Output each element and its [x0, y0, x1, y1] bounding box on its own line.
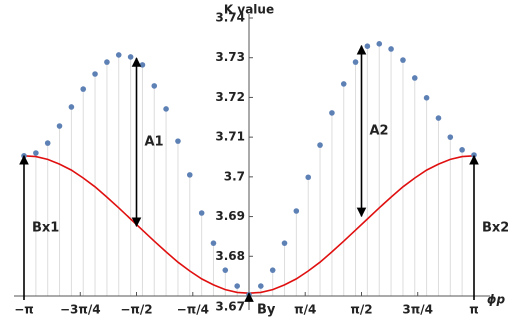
y-tick-label: 3.7 [224, 169, 245, 183]
point [80, 86, 87, 92]
point [92, 71, 98, 77]
x-tick-label: −π/2 [120, 303, 152, 317]
point [435, 115, 442, 121]
point [175, 138, 181, 144]
y-tick-label: 3.69 [215, 209, 245, 223]
point [151, 83, 158, 89]
y-tick-label: 3.73 [215, 50, 245, 64]
point [163, 106, 169, 112]
y-tick-label: 3.72 [215, 90, 245, 104]
point [400, 57, 406, 63]
point [388, 46, 394, 52]
point [269, 267, 276, 273]
point [305, 174, 312, 181]
point [352, 59, 359, 65]
point [281, 240, 288, 246]
point [459, 147, 465, 153]
point [411, 75, 418, 81]
y-tick-label: 3.74 [215, 11, 245, 25]
x-tick-label: −π/4 [177, 303, 209, 317]
point [376, 41, 383, 47]
point [293, 208, 300, 214]
annotation-label: Bx2 [482, 220, 508, 235]
x-tick-label: −π [14, 303, 34, 317]
point [258, 283, 264, 289]
point [210, 240, 217, 246]
point [44, 140, 51, 146]
y-tick-label: 3.67 [215, 300, 245, 314]
point [56, 123, 63, 129]
x-tick-label: π/2 [350, 303, 372, 317]
annotation-label: Bx1 [32, 220, 59, 235]
point [447, 134, 454, 140]
point [234, 283, 240, 289]
point [33, 150, 39, 156]
x-tick-label: π/4 [294, 303, 316, 317]
point [186, 172, 193, 178]
point [222, 267, 229, 273]
annotation-label: By [257, 303, 276, 318]
annotation-label: A2 [370, 124, 389, 139]
point [127, 54, 134, 60]
x-tick-label: π [469, 303, 479, 317]
x-tick-label: 3π/4 [402, 303, 433, 317]
point [139, 62, 146, 68]
point [104, 59, 110, 65]
point [364, 43, 371, 49]
point [423, 95, 430, 101]
y-tick-label: 3.71 [215, 130, 245, 144]
point [340, 81, 347, 87]
point [68, 104, 75, 110]
x-axis-label: ϕp [487, 293, 506, 307]
point [198, 210, 205, 216]
point [115, 52, 122, 58]
x-tick-label: −3π/4 [60, 303, 101, 317]
annotation-label: A1 [145, 135, 164, 150]
y-axis-label: K value [224, 3, 274, 17]
point [329, 110, 335, 116]
point [317, 142, 323, 148]
y-tick-label: 3.68 [215, 249, 245, 263]
